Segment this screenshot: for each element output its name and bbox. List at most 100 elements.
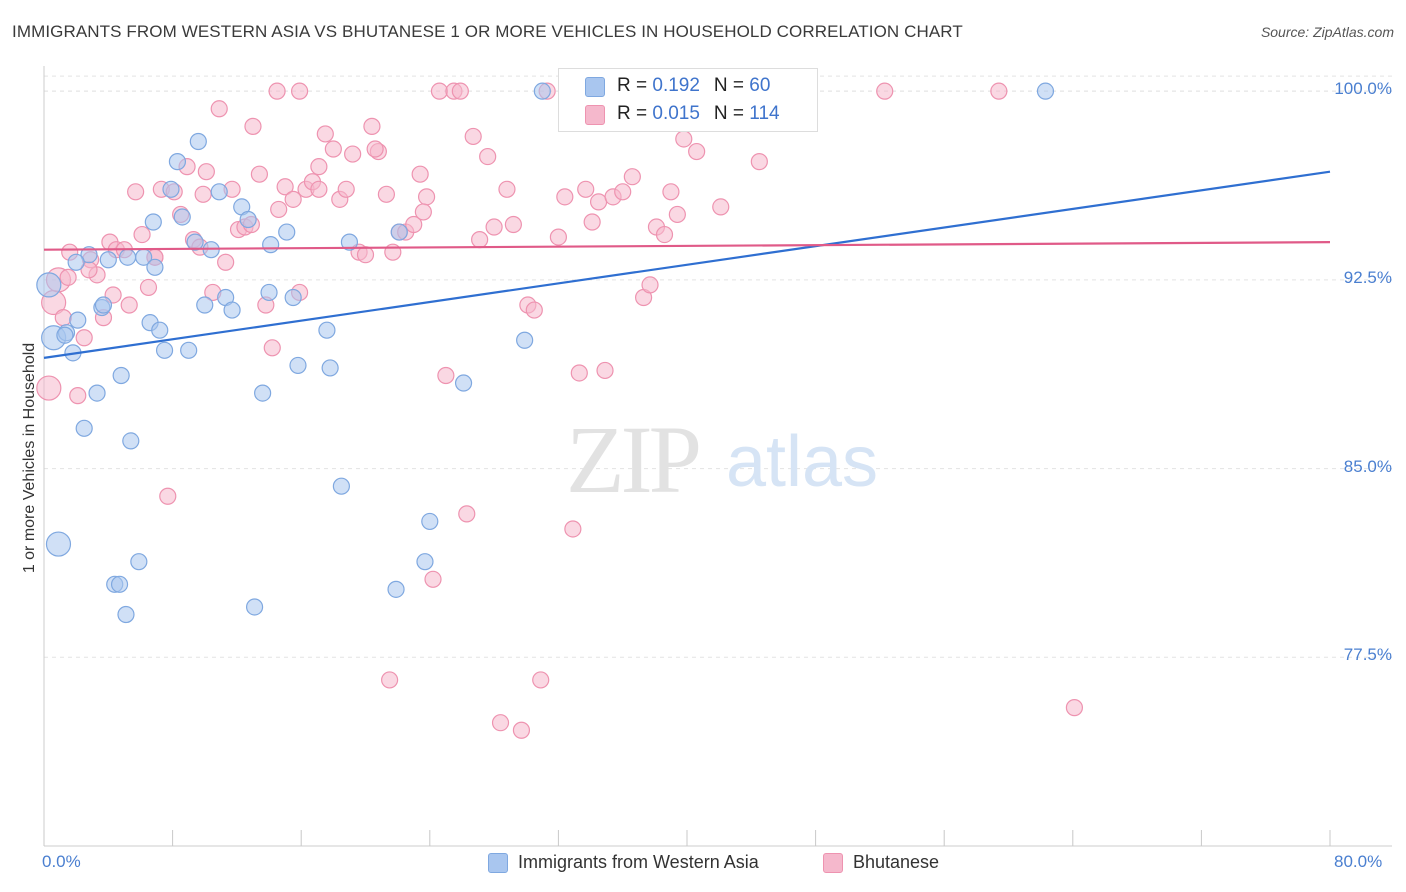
western-asia-point <box>130 553 148 571</box>
x-tick-label-min: 0.0% <box>42 852 81 871</box>
western-asia-point <box>260 283 278 302</box>
bhutanese-point <box>596 361 614 380</box>
legend-item-western-asia[interactable]: Immigrants from Western Asia <box>488 852 759 873</box>
bhutanese-point <box>250 165 269 183</box>
bhutanese-point <box>583 213 601 231</box>
bhutanese-point <box>498 180 516 198</box>
western-asia-point <box>284 288 302 307</box>
bhutanese-point <box>344 145 362 163</box>
western-asia-point <box>88 384 106 402</box>
western-asia-point <box>387 580 405 598</box>
western-asia-point <box>56 326 74 344</box>
bhutanese-point <box>59 268 77 286</box>
legend-label: Immigrants from Western Asia <box>518 852 759 872</box>
western-asia-point <box>110 575 129 593</box>
western-asia-point <box>94 296 113 314</box>
western-asia-point <box>223 301 241 319</box>
western-asia-points <box>36 82 1055 624</box>
bhutanese-point <box>36 375 62 401</box>
bhutanese-point <box>1065 699 1084 717</box>
western-asia-point <box>36 272 62 298</box>
bhutanese-point <box>437 366 455 385</box>
western-asia-point <box>112 366 130 385</box>
western-asia-point <box>262 236 280 254</box>
y-axis-label: 1 or more Vehicles in Household <box>21 342 38 574</box>
bhutanese-point <box>194 185 212 203</box>
bhutanese-point <box>290 82 309 100</box>
bhutanese-point <box>471 231 489 249</box>
western-asia-point <box>321 359 339 377</box>
western-asia-point <box>196 296 214 314</box>
n-value: 114 <box>749 103 780 124</box>
bhutanese-point <box>655 225 674 244</box>
legend-item-bhutanese[interactable]: Bhutanese <box>823 852 939 873</box>
western-asia-point <box>99 251 117 269</box>
bhutanese-point <box>712 198 730 216</box>
trend-lines <box>43 170 1331 359</box>
watermark-atlas: atlas <box>726 422 878 502</box>
bhutanese-point <box>217 253 235 271</box>
x-tick-label-max: 80.0% <box>1334 852 1383 871</box>
western-asia-point <box>332 477 350 495</box>
bhutanese-point <box>75 329 93 347</box>
bhutanese-points <box>36 82 1084 739</box>
bhutanese-point <box>556 188 574 206</box>
bhutanese-point <box>675 130 693 148</box>
western-asia-point <box>118 248 137 266</box>
western-asia-point <box>1036 82 1055 100</box>
source-label: Source: ZipAtlas.com <box>1260 24 1394 40</box>
bhutanese-point <box>570 364 588 382</box>
bhutanese-point <box>512 721 531 739</box>
r-label: R = <box>617 103 653 124</box>
western-asia-point <box>45 531 72 557</box>
bhutanese-point <box>356 246 375 264</box>
bhutanese-point <box>430 82 449 100</box>
grid-layer <box>44 75 1392 658</box>
y-tick-label: 100.0% <box>1334 79 1392 99</box>
western-asia-point <box>189 132 207 151</box>
bhutanese-point <box>750 153 768 171</box>
bhutanese-point <box>525 301 543 319</box>
bhutanese-point <box>641 276 659 294</box>
western-asia-point <box>516 331 534 349</box>
bhutanese-point <box>366 140 384 158</box>
western-asia-point <box>67 253 85 271</box>
y-tick-label: 92.5% <box>1343 267 1392 287</box>
bhutanese-point <box>139 278 158 297</box>
bhutanese-point <box>310 158 328 176</box>
bhutanese-point <box>577 180 595 198</box>
bhutanese-point <box>564 520 582 538</box>
bhutanese-point <box>417 188 436 206</box>
bhutanese-point <box>310 180 328 198</box>
axes-layer <box>43 66 1392 847</box>
bhutanese-point <box>688 142 706 161</box>
western-asia-point <box>75 419 93 437</box>
legend-swatch-blue <box>585 77 605 97</box>
watermark: ZIP atlas <box>566 406 878 513</box>
western-asia-point <box>162 180 180 198</box>
western-asia-point <box>245 598 264 616</box>
bhutanese-point <box>197 163 215 181</box>
western-asia-point <box>117 605 135 624</box>
western-asia-point <box>69 311 87 329</box>
bhutanese-point <box>270 200 288 219</box>
bhutanese-point <box>405 215 423 234</box>
bhutanese-point <box>324 140 342 158</box>
western-asia-point <box>390 223 408 241</box>
western-asia-point <box>340 233 359 251</box>
bhutanese-point <box>54 309 72 327</box>
bhutanese-point <box>485 218 503 236</box>
bhutanese-point <box>464 127 482 146</box>
bhutanese-point <box>210 100 228 118</box>
bhutanese-point <box>69 387 87 405</box>
n-label: N = <box>713 103 750 124</box>
r-value: 0.192 <box>652 75 700 96</box>
stats-row-western-asia: R = 0.192 N = 60 <box>585 74 770 98</box>
western-asia-point <box>533 82 551 100</box>
bhutanese-point <box>662 183 680 201</box>
bhutanese-point <box>377 185 395 203</box>
bhutanese-point <box>532 671 550 689</box>
bhutanese-point <box>424 570 442 588</box>
watermark-zip: ZIP <box>566 406 699 513</box>
